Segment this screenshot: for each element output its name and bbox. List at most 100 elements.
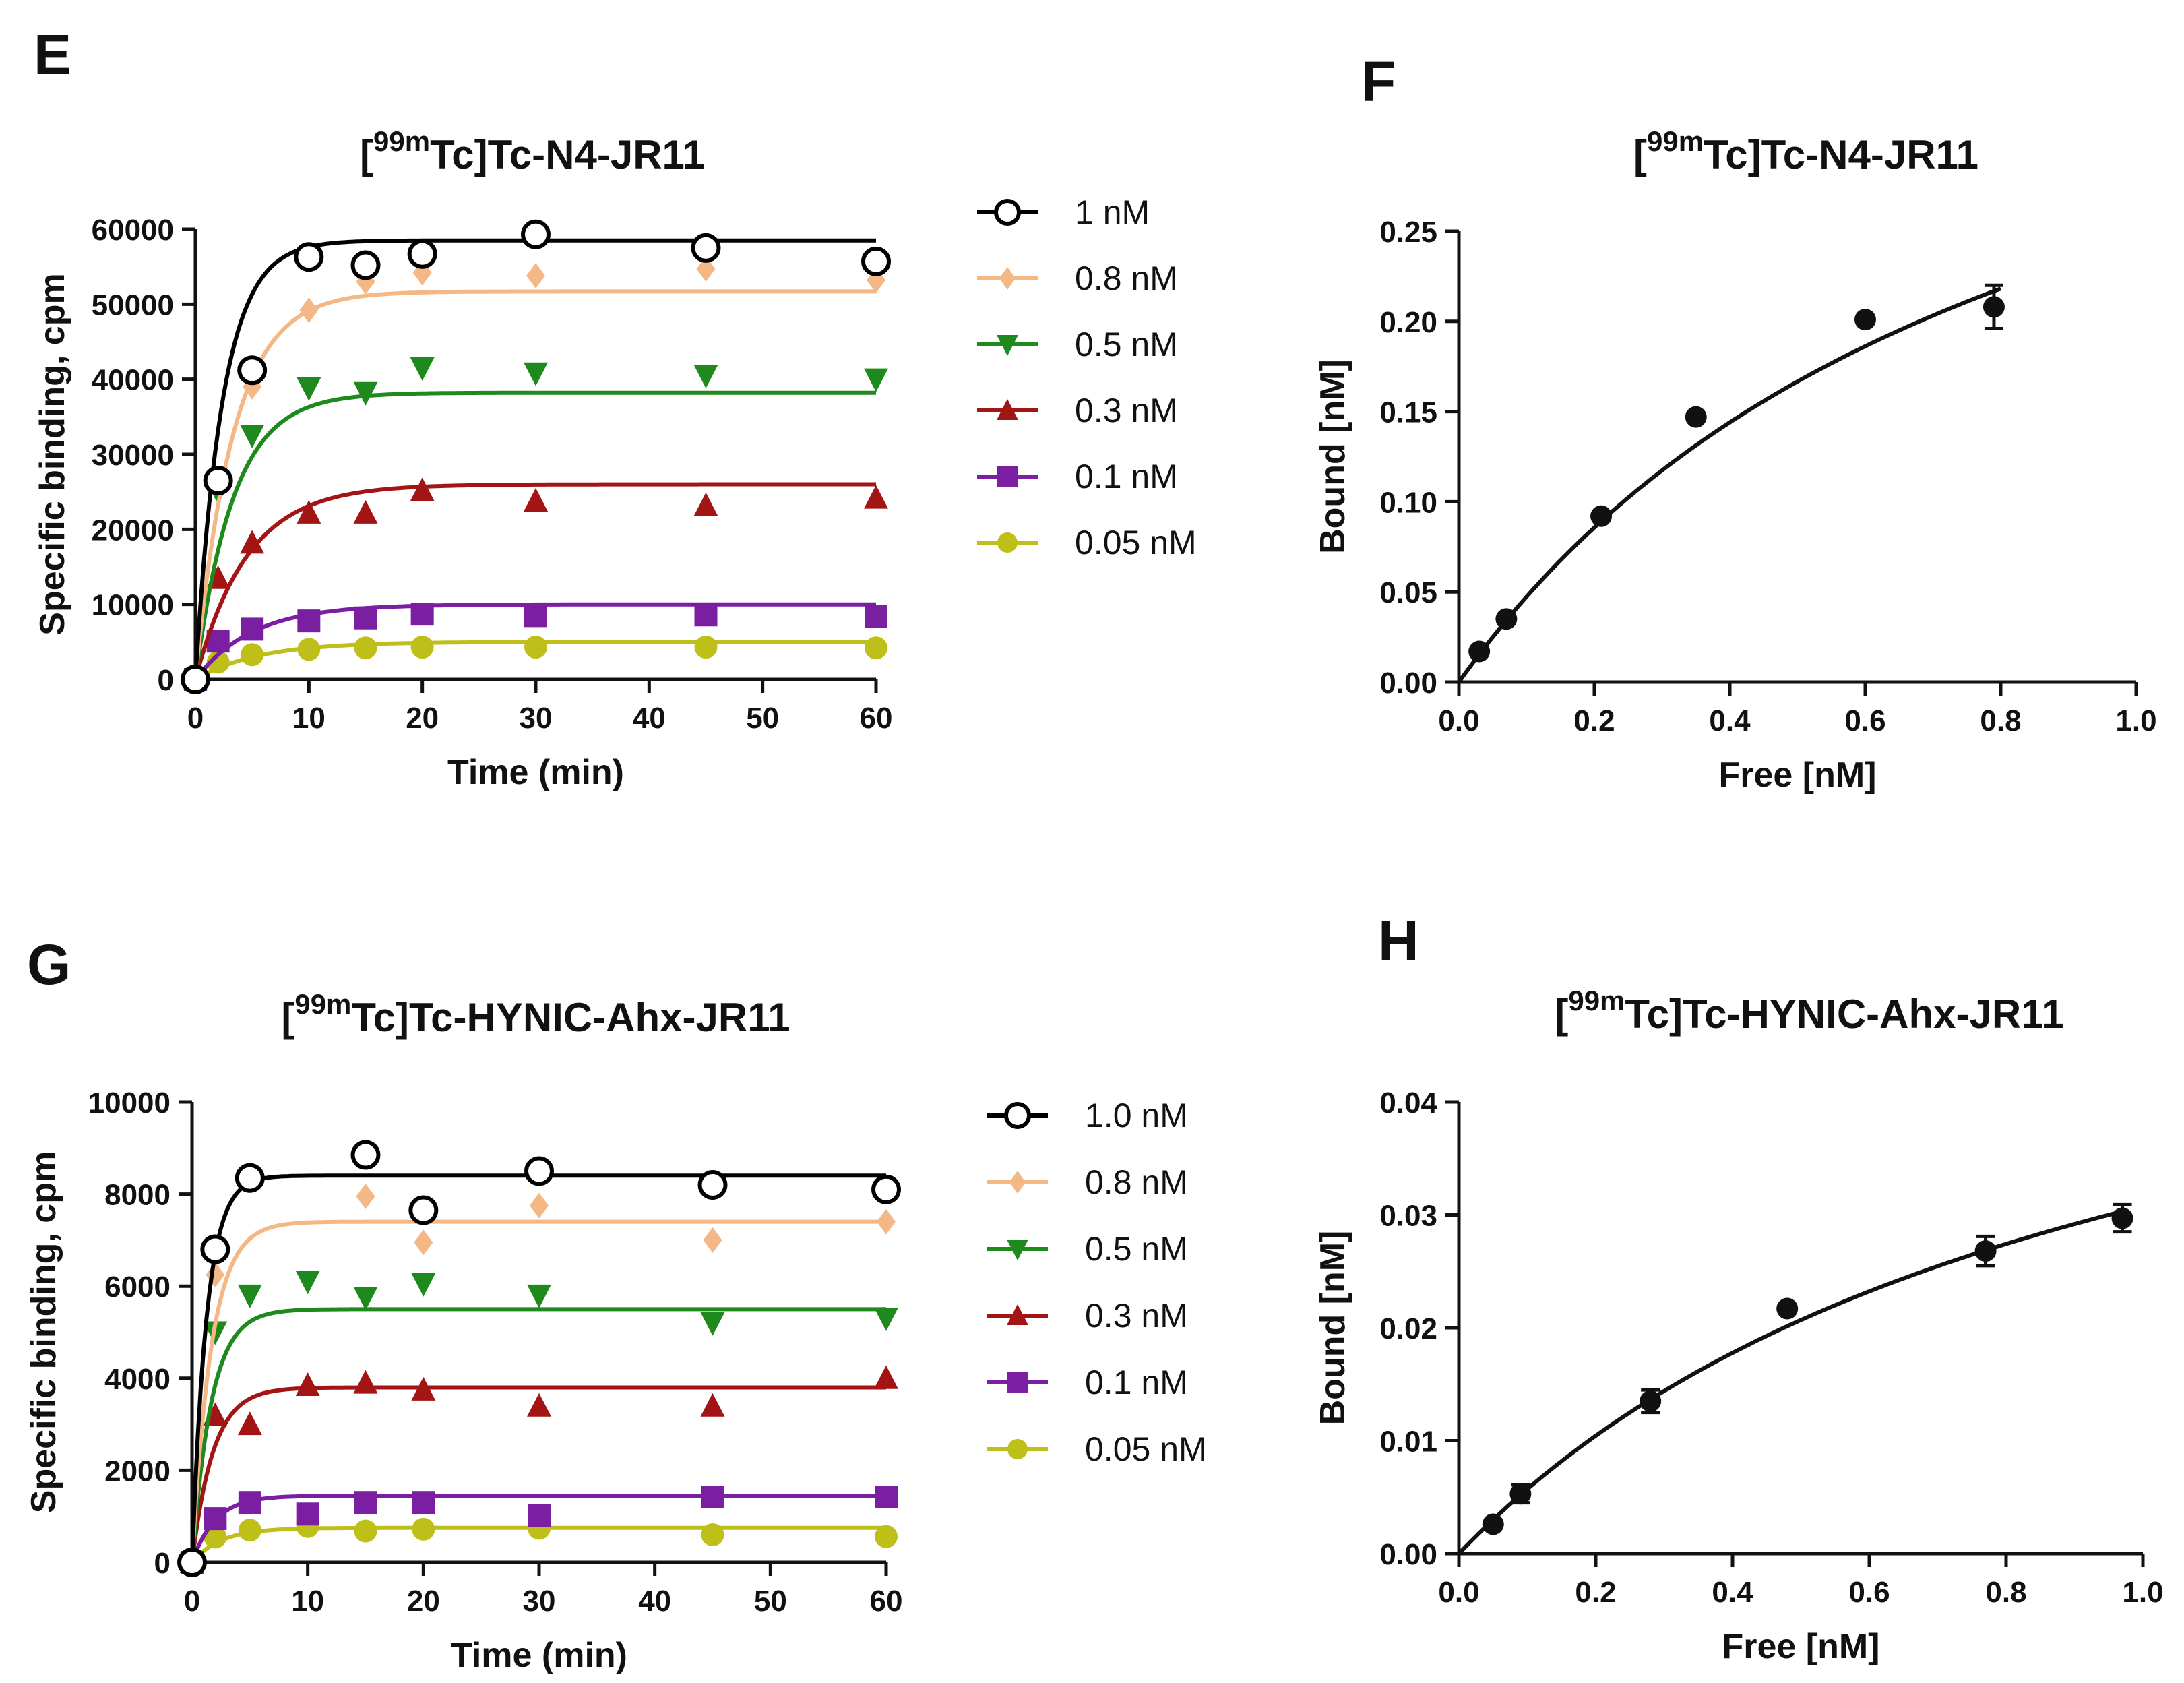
data-point [408, 1195, 439, 1225]
data-point [700, 1312, 725, 1336]
data-point [354, 636, 377, 660]
data-point [691, 233, 721, 263]
data-point [861, 246, 891, 276]
y-tick-label: 0.00 [1379, 1538, 1437, 1571]
chart-title-prefix: [ [1633, 132, 1647, 177]
data-point [865, 636, 887, 660]
x-tick-label: 50 [754, 1585, 787, 1618]
data-point [206, 650, 230, 674]
data-point [412, 1491, 435, 1514]
data-point [701, 1486, 724, 1509]
data-point [696, 256, 716, 282]
data-point [521, 219, 551, 249]
data-point [697, 1169, 728, 1200]
fit-curve [1457, 1209, 2123, 1556]
data-point [354, 1491, 377, 1514]
y-tick-label: 10000 [88, 1087, 170, 1120]
data-point [701, 1523, 724, 1547]
data-point [1468, 640, 1491, 663]
chart-title-prefix: [ [360, 132, 373, 177]
data-point [874, 1308, 898, 1332]
data-point [526, 263, 545, 289]
data-point [1854, 309, 1876, 331]
x-tick-label: 30 [520, 702, 553, 735]
x-tick-label: 0 [184, 1585, 200, 1618]
x-tick-label: 30 [523, 1585, 556, 1618]
data-point [411, 1376, 436, 1401]
x-axis-label: Time (min) [451, 1636, 627, 1675]
panel-letter: G [27, 933, 71, 996]
data-point [1007, 1372, 1028, 1393]
panel-letter: H [1378, 909, 1419, 973]
axes: 0 10 20 30 40 50 60 0 10000 20000 30000 40000 50000 6… [33, 214, 892, 792]
y-axis-label: Bound [nM] [1313, 359, 1352, 554]
data-point [694, 636, 718, 659]
axes: 0 10 20 30 40 50 60 0 2000 4000 6000 8000 10000 Time … [24, 1087, 902, 1675]
data-point [1776, 1297, 1799, 1320]
data-point [181, 665, 210, 694]
legend-label: 0.05 nM [1085, 1430, 1207, 1468]
data-point [524, 1156, 554, 1186]
y-tick-label: 0.10 [1379, 486, 1437, 519]
x-tick-label: 0.0 [1438, 704, 1479, 737]
data-point [235, 1163, 265, 1193]
y-tick-label: 40000 [92, 364, 174, 397]
y-tick-label: 6000 [104, 1271, 170, 1304]
y-tick-label: 20000 [92, 514, 174, 547]
data-point [524, 362, 548, 386]
data-point [414, 1229, 433, 1256]
y-axis-label: Specific binding, cpm [24, 1151, 63, 1513]
fit-curve [190, 1307, 886, 1563]
legend: 1 nM 0.8 nM 0.5 nM 0.3 nM 0.1 nM 0.05 nM [977, 193, 1197, 561]
y-tick-label: 0.05 [1379, 576, 1437, 609]
chart-panel-g: [99mTc]Tc-HYNIC-Ahx-JR11 G 0 10 20 30 40 50 60 0 2… [24, 933, 1207, 1675]
data-point [411, 1273, 436, 1297]
data-point [353, 499, 378, 524]
data-point [527, 1284, 551, 1308]
legend-label: 1.0 nM [1085, 1097, 1188, 1134]
x-axis-label: Free [nM] [1719, 756, 1877, 795]
chart-title: [99mTc]Tc-N4-JR11 [1633, 125, 1978, 177]
y-axis-label: Bound [nM] [1313, 1231, 1352, 1426]
data-point [530, 1192, 549, 1219]
data-point [204, 1525, 227, 1549]
y-tick-label: 4000 [104, 1363, 170, 1396]
chart-title: [99mTc]Tc-HYNIC-Ahx-JR11 [281, 988, 790, 1040]
data-point [410, 477, 435, 501]
data-point [874, 1365, 898, 1389]
chart-panel-f: [99mTc]Tc-N4-JR11 F 0.0 0.2 0.4 0.6 0.8 1.0 0.00… [1313, 50, 2157, 795]
chart-title-prefix: [ [1555, 991, 1568, 1037]
data-point [356, 1184, 375, 1210]
series [181, 219, 891, 694]
chart-title: [99mTc]Tc-N4-JR11 [360, 125, 705, 177]
series [181, 1486, 898, 1574]
data-point [693, 492, 718, 516]
y-tick-label: 0.20 [1379, 306, 1437, 339]
chart-title-main: Tc]Tc-N4-JR11 [430, 132, 705, 177]
x-tick-label: 0.8 [1985, 1576, 2026, 1609]
data-point [871, 1174, 901, 1204]
legend-label: 0.1 nM [1075, 458, 1178, 495]
x-tick-label: 50 [746, 702, 779, 735]
data-point [241, 617, 264, 641]
data-point [410, 636, 434, 659]
x-tick-label: 0.0 [1438, 1576, 1479, 1609]
fit-curve [1457, 286, 2002, 683]
y-tick-label: 0.03 [1379, 1200, 1437, 1233]
x-tick-label: 20 [407, 1585, 440, 1618]
data-point [524, 604, 547, 628]
data-point [297, 499, 321, 524]
series [180, 1365, 898, 1573]
y-tick-label: 50000 [92, 288, 174, 322]
data-point [204, 1507, 227, 1531]
data-point [1640, 1390, 1662, 1412]
data-point [1495, 608, 1518, 630]
data-point [1590, 505, 1613, 527]
data-point [1004, 1102, 1031, 1129]
data-point [410, 357, 435, 381]
chart-title-superscript: 99m [294, 988, 351, 1020]
data-point [994, 199, 1021, 226]
legend-label: 1 nM [1075, 193, 1150, 231]
data-point [2111, 1207, 2133, 1229]
